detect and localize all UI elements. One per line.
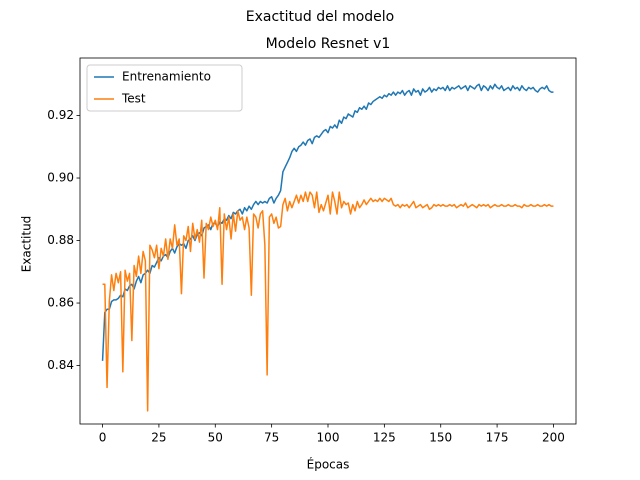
y-tick-label: 0.90	[47, 171, 74, 185]
x-tick-label: 125	[373, 431, 396, 445]
x-axis-label: Épocas	[307, 457, 350, 472]
y-tick-label: 0.88	[47, 233, 74, 247]
line-series	[101, 83, 554, 361]
x-tick-label: 0	[99, 431, 107, 445]
x-tick-label: 75	[264, 431, 279, 445]
x-tick-label: 200	[542, 431, 565, 445]
y-tick-label: 0.92	[47, 108, 74, 122]
y-axis-label: Exactitud	[20, 216, 34, 273]
chart-title: Modelo Resnet v1	[266, 36, 391, 52]
suptitle: Exactitud del modelo	[246, 9, 394, 25]
legend-label: Test	[121, 92, 146, 106]
y-tick-label: 0.86	[47, 296, 74, 310]
line-series	[102, 191, 554, 412]
y-tick-label: 0.84	[47, 358, 74, 372]
x-tick-label: 175	[486, 431, 509, 445]
x-tick-label: 100	[317, 431, 340, 445]
x-tick-label: 25	[151, 431, 166, 445]
legend-box	[86, 64, 243, 112]
x-tick-label: 150	[429, 431, 452, 445]
plot-frame	[79, 57, 577, 425]
x-tick-label: 50	[208, 431, 223, 445]
legend-label: Entrenamiento	[122, 70, 211, 84]
